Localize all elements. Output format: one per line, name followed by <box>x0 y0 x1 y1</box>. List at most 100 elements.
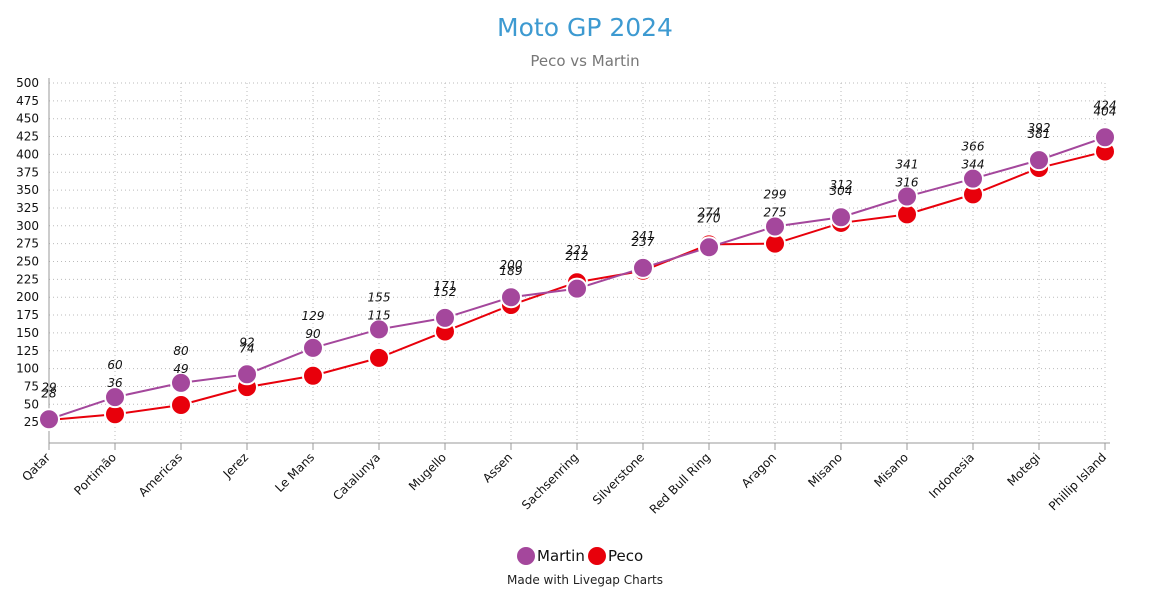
point-martin[interactable] <box>764 215 786 238</box>
data-label: 129 <box>302 309 325 323</box>
point-martin[interactable] <box>830 206 852 229</box>
x-tick-label: Assen <box>480 450 515 485</box>
point-martin[interactable] <box>434 306 456 329</box>
data-label: 155 <box>368 290 391 304</box>
x-tick-label: Qatar <box>19 450 53 484</box>
point-martin[interactable] <box>566 277 588 300</box>
data-label: 115 <box>368 308 391 322</box>
x-tick-label: Le Mans <box>272 450 317 495</box>
x-tick-label: Indonesia <box>926 450 977 501</box>
x-tick-label: Misano <box>805 450 845 490</box>
x-tick-label: Mugello <box>406 450 449 493</box>
data-label: 274 <box>698 205 721 219</box>
axes <box>48 78 1110 450</box>
x-tick-label: Portimão <box>71 450 119 498</box>
legend: Martin Peco <box>517 547 643 565</box>
data-label: 92 <box>239 335 254 349</box>
data-label: 49 <box>173 362 188 376</box>
y-tick-label: 175 <box>16 308 39 322</box>
data-label: 200 <box>500 258 523 272</box>
y-axis-ticks: 25 50 75 100 125 150 175 200 225 250 275 300 325 350 3… <box>16 76 39 429</box>
data-label: 341 <box>896 158 919 172</box>
data-label: 312 <box>830 178 853 192</box>
chart-title: Moto GP 2024 <box>497 13 673 42</box>
x-tick-label: Phillip Island <box>1046 450 1109 513</box>
y-tick-label: 500 <box>16 76 39 90</box>
point-peco[interactable] <box>170 394 192 417</box>
legend-label-martin[interactable]: Martin <box>537 547 585 565</box>
legend-marker-peco[interactable] <box>588 547 606 565</box>
series-points <box>38 126 1116 432</box>
legend-label-peco[interactable]: Peco <box>608 547 643 565</box>
y-tick-label: 125 <box>16 344 39 358</box>
data-label: 241 <box>632 229 655 243</box>
y-tick-label: 350 <box>16 183 39 197</box>
data-label: 270 <box>698 211 721 225</box>
data-label: 152 <box>434 285 457 299</box>
data-label: 299 <box>764 188 787 202</box>
data-label: 392 <box>1028 121 1051 135</box>
data-label: 316 <box>896 176 919 190</box>
x-tick-label: Sachsenring <box>519 450 581 512</box>
point-peco[interactable] <box>368 346 390 369</box>
point-martin[interactable] <box>896 185 918 208</box>
data-label: 212 <box>566 249 589 263</box>
point-martin[interactable] <box>302 336 324 359</box>
y-tick-label: 250 <box>16 255 39 269</box>
x-tick-label: Jerez <box>220 450 251 481</box>
x-tick-label: Red Bull Ring <box>647 450 713 516</box>
point-martin[interactable] <box>698 236 720 259</box>
y-tick-label: 425 <box>16 130 39 144</box>
data-label: 404 <box>1094 104 1117 118</box>
data-label: 366 <box>962 140 985 154</box>
legend-marker-martin[interactable] <box>517 547 535 565</box>
data-label: 304 <box>830 184 853 198</box>
y-tick-label: 150 <box>16 326 39 340</box>
data-label: 344 <box>962 158 985 172</box>
x-tick-label: Motegi <box>1004 450 1043 489</box>
data-label: 60 <box>107 358 123 372</box>
data-label: 80 <box>173 344 189 358</box>
x-tick-label: Catalunya <box>330 450 383 503</box>
x-axis-ticks: Qatar Portimão Americas Jerez Le Mans Catalun… <box>19 450 1109 516</box>
data-label: 189 <box>500 264 523 278</box>
point-martin[interactable] <box>104 386 126 409</box>
y-tick-label: 475 <box>16 94 39 108</box>
data-label: 90 <box>305 327 321 341</box>
point-martin[interactable] <box>38 408 60 431</box>
point-martin[interactable] <box>1028 149 1050 172</box>
data-label: 171 <box>434 279 457 293</box>
y-tick-label: 225 <box>16 272 39 286</box>
chart-subtitle: Peco vs Martin <box>530 52 639 70</box>
y-tick-label: 100 <box>16 362 39 376</box>
y-tick-label: 400 <box>16 147 39 161</box>
point-martin[interactable] <box>632 256 654 279</box>
point-peco[interactable] <box>302 364 324 387</box>
data-label: 28 <box>41 386 57 400</box>
data-label: 29 <box>41 380 56 394</box>
y-tick-label: 275 <box>16 237 39 251</box>
data-label: 74 <box>239 341 254 355</box>
y-tick-label: 325 <box>16 201 39 215</box>
y-tick-label: 75 <box>24 379 39 393</box>
data-label: 275 <box>764 206 787 220</box>
y-tick-label: 50 <box>24 397 39 411</box>
y-tick-label: 300 <box>16 219 39 233</box>
data-label: 424 <box>1094 98 1117 112</box>
credit-text: Made with Livegap Charts <box>507 573 663 587</box>
point-martin[interactable] <box>500 286 522 309</box>
x-tick-label: Silverstone <box>590 450 647 507</box>
y-tick-label: 450 <box>16 112 39 126</box>
point-martin[interactable] <box>962 167 984 190</box>
data-label: 36 <box>107 376 123 390</box>
point-martin[interactable] <box>1094 126 1116 149</box>
point-martin[interactable] <box>368 318 390 341</box>
point-martin[interactable] <box>170 371 192 394</box>
data-label: 237 <box>632 235 655 249</box>
x-tick-label: Aragon <box>739 450 779 490</box>
x-tick-label: Misano <box>871 450 911 490</box>
y-tick-label: 200 <box>16 290 39 304</box>
y-tick-label: 25 <box>24 415 39 429</box>
point-martin[interactable] <box>236 363 258 386</box>
